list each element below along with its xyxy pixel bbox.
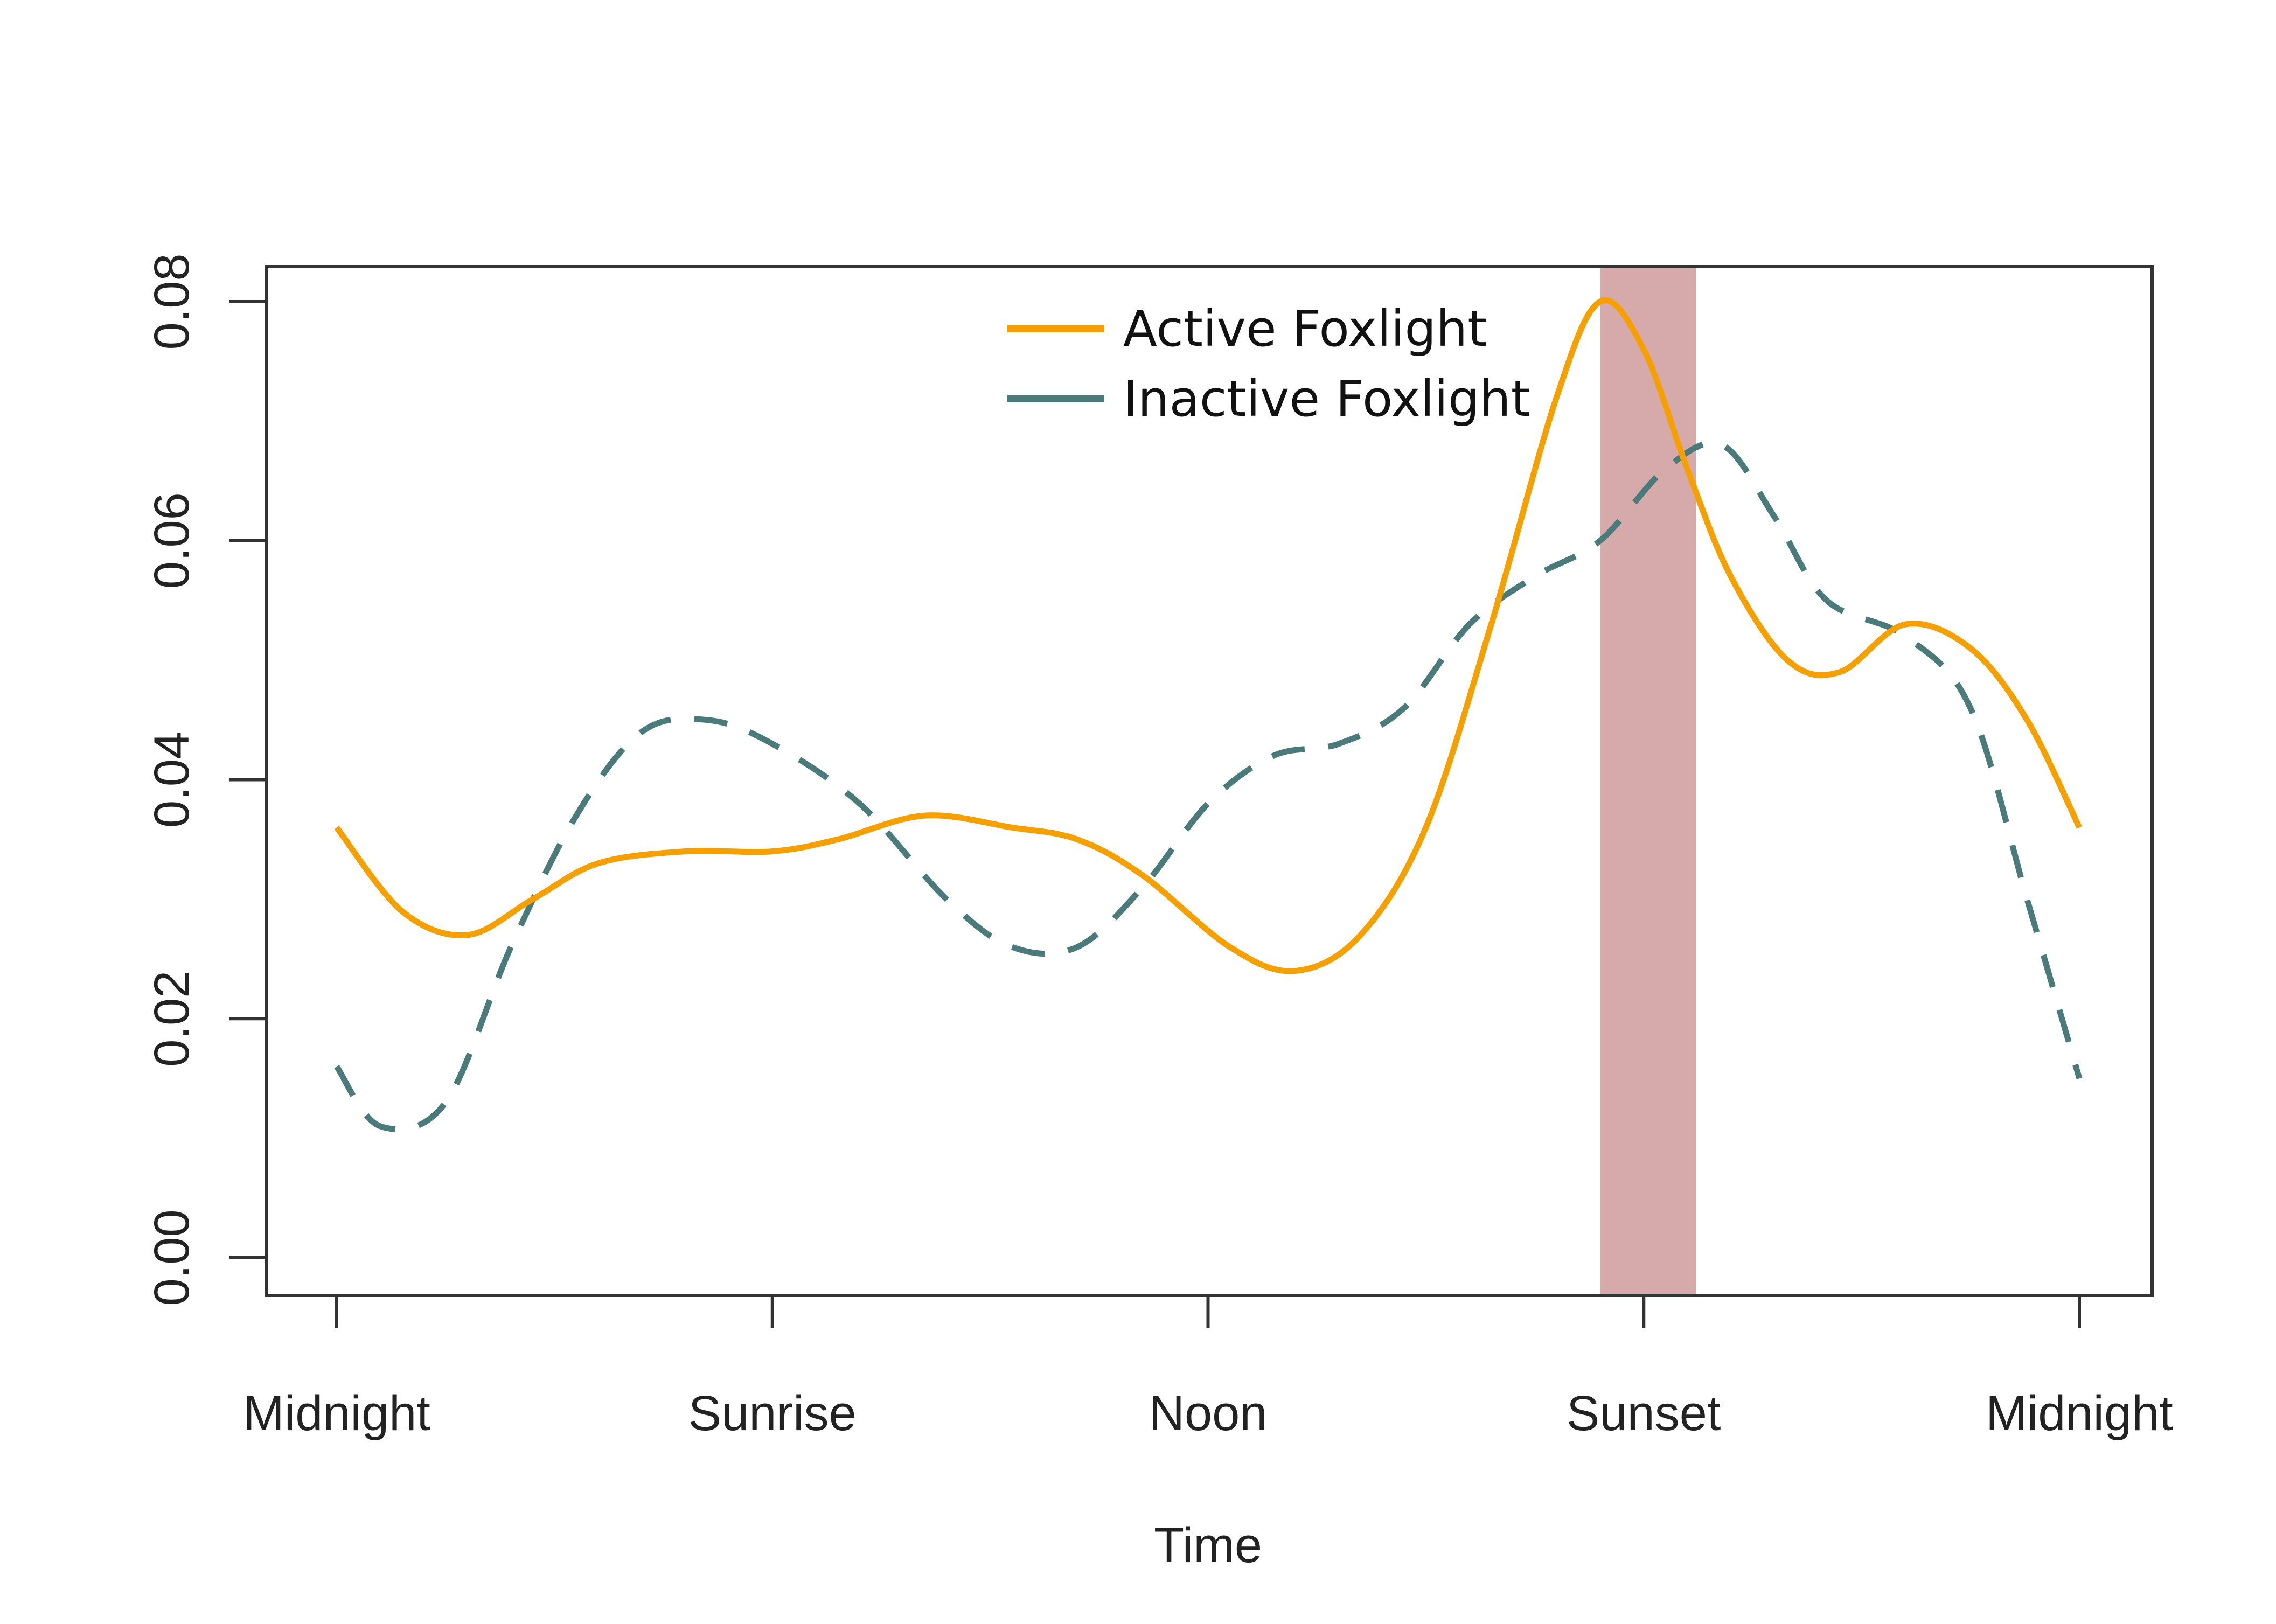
legend: Active Foxlight Inactive Foxlight xyxy=(1007,300,1530,428)
x-tick-label: Sunset xyxy=(1567,1386,1721,1441)
x-axis-title: Time xyxy=(1154,1518,1262,1573)
x-tick-label: Midnight xyxy=(1986,1386,2173,1441)
x-tick-label: Noon xyxy=(1149,1386,1268,1441)
sunset-highlight-band xyxy=(1600,267,1696,1295)
inactive-foxlight-legend-label: Inactive Foxlight xyxy=(1123,370,1530,428)
inactive-foxlight-series-line xyxy=(334,440,2083,1133)
x-tick-label: Midnight xyxy=(243,1386,430,1441)
active-foxlight-series-line xyxy=(334,297,2082,974)
y-tick-label: 0.00 xyxy=(144,1209,199,1306)
y-tick-label: 0.04 xyxy=(144,731,199,828)
y-tick-label: 0.08 xyxy=(144,253,199,350)
y-tick-label: 0.02 xyxy=(144,971,199,1067)
x-tick-label: Sunrise xyxy=(688,1386,857,1441)
y-tick-label: 0.06 xyxy=(144,492,199,589)
active-foxlight-legend-label: Active Foxlight xyxy=(1123,300,1487,358)
